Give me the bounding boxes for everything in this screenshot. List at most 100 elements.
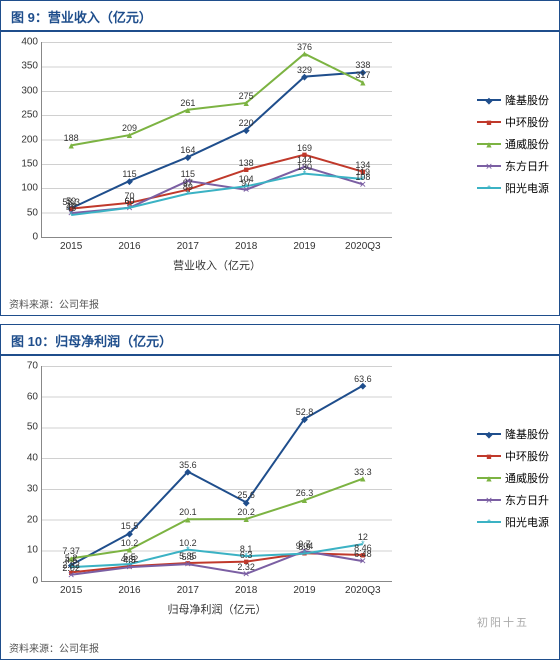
data-label: 317 — [355, 70, 370, 80]
data-label: 89 — [183, 182, 193, 192]
data-label: 2.32 — [237, 562, 255, 572]
legend-label: 中环股份 — [505, 448, 549, 464]
chart-2-plot: ◆◆◆◆◆◆■■■■■■▲▲▲▲▲▲✕✕✕✕✕✕****** 归母净利润（亿元）… — [41, 366, 392, 582]
legend-label: 东方日升 — [505, 158, 549, 174]
legend-item: *阳光电源 — [477, 514, 549, 530]
y-tick: 40 — [27, 453, 42, 464]
data-label: 188 — [64, 133, 79, 143]
legend-item: ✕东方日升 — [477, 492, 549, 508]
chart-1-legend: ◆隆基股份 ■中环股份 ▲通威股份 ✕东方日升 *阳光电源 — [477, 92, 549, 202]
chart-1-x-label: 营业收入（亿元） — [173, 257, 261, 273]
legend-item: ✕东方日升 — [477, 158, 549, 174]
data-label: 130 — [297, 162, 312, 172]
chart-2-body: ◆◆◆◆◆◆■■■■■■▲▲▲▲▲▲✕✕✕✕✕✕****** 归母净利润（亿元）… — [1, 356, 559, 636]
y-tick: 350 — [21, 61, 42, 72]
data-label: 115 — [122, 169, 136, 179]
data-label: 261 — [180, 98, 195, 108]
x-tick: 2015 — [60, 581, 82, 596]
x-tick: 2017 — [177, 237, 199, 252]
y-tick: 400 — [21, 37, 42, 48]
y-tick: 20 — [27, 514, 42, 525]
x-tick: 2018 — [235, 581, 257, 596]
x-tick: 2020Q3 — [345, 237, 381, 252]
y-tick: 30 — [27, 483, 42, 494]
data-label: 20.1 — [179, 507, 197, 517]
data-label: 115 — [181, 169, 195, 179]
data-label: 119 — [356, 167, 370, 177]
legend-item: *阳光电源 — [477, 180, 549, 196]
y-tick: 50 — [27, 422, 42, 433]
data-label: 33.3 — [354, 467, 372, 477]
y-tick: 100 — [21, 183, 42, 194]
legend-item: ■中环股份 — [477, 114, 549, 130]
y-tick: 150 — [21, 158, 42, 169]
data-label: 52.8 — [296, 407, 314, 417]
x-tick: 2018 — [235, 237, 257, 252]
data-label: 104 — [239, 174, 254, 184]
chart-2-source: 资料来源：公司年报 — [1, 636, 559, 659]
legend-item: ■中环股份 — [477, 448, 549, 464]
x-tick: 2017 — [177, 581, 199, 596]
legend-label: 通威股份 — [505, 136, 549, 152]
data-label: 376 — [297, 42, 312, 52]
chart-2-lines: ◆◆◆◆◆◆■■■■■■▲▲▲▲▲▲✕✕✕✕✕✕****** — [42, 366, 392, 581]
data-label: 10.2 — [121, 538, 139, 548]
data-label: 209 — [122, 123, 137, 133]
x-tick: 2015 — [60, 237, 82, 252]
legend-label: 隆基股份 — [505, 92, 549, 108]
data-label: 20.2 — [237, 507, 255, 517]
data-label: 10.2 — [179, 538, 197, 548]
data-label: 6.48 — [354, 549, 372, 559]
y-tick: 60 — [27, 391, 42, 402]
data-label: 338 — [355, 60, 370, 70]
data-label: 63.6 — [354, 374, 372, 384]
data-label: 138 — [239, 158, 254, 168]
chart-1: 图 9：营业收入（亿元） ◆◆◆◆◆◆■■■■■■▲▲▲▲▲▲✕✕✕✕✕✕***… — [0, 0, 560, 316]
chart-1-body: ◆◆◆◆◆◆■■■■■■▲▲▲▲▲▲✕✕✕✕✕✕****** 营业收入（亿元） … — [1, 32, 559, 292]
y-tick: 10 — [27, 545, 42, 556]
data-label: 164 — [180, 145, 195, 155]
y-tick: 0 — [32, 232, 42, 243]
y-tick: 250 — [21, 110, 42, 121]
data-label: 26.3 — [296, 488, 314, 498]
data-label: 25.6 — [237, 490, 255, 500]
data-label: 220 — [239, 118, 254, 128]
chart-2: 图 10：归母净利润（亿元） ◆◆◆◆◆◆■■■■■■▲▲▲▲▲▲✕✕✕✕✕✕*… — [0, 324, 560, 660]
y-tick: 300 — [21, 85, 42, 96]
data-label: 35.6 — [179, 460, 197, 470]
x-tick: 2019 — [293, 237, 315, 252]
data-label: 8.1 — [240, 544, 253, 554]
legend-item: ◆隆基股份 — [477, 426, 549, 442]
data-label: 15.5 — [121, 521, 139, 531]
data-label: 5.5 — [123, 552, 136, 562]
data-label: 4.5 — [65, 555, 78, 565]
chart-1-title: 图 9：营业收入（亿元） — [1, 1, 559, 32]
x-tick: 2016 — [118, 581, 140, 596]
x-tick: 2019 — [293, 581, 315, 596]
legend-item: ◆隆基股份 — [477, 92, 549, 108]
legend-label: 东方日升 — [505, 492, 549, 508]
y-tick: 200 — [21, 134, 42, 145]
y-tick: 50 — [27, 207, 42, 218]
chart-2-legend: ◆隆基股份 ■中环股份 ▲通威股份 ✕东方日升 *阳光电源 — [477, 426, 549, 536]
legend-item: ▲通威股份 — [477, 470, 549, 486]
chart-1-source: 资料来源：公司年报 — [1, 292, 559, 315]
data-label: 12 — [358, 532, 368, 542]
chart-2-x-label: 归母净利润（亿元） — [168, 601, 267, 617]
chart-1-plot: ◆◆◆◆◆◆■■■■■■▲▲▲▲▲▲✕✕✕✕✕✕****** 营业收入（亿元） … — [41, 42, 392, 238]
data-label: 5.5 — [182, 552, 195, 562]
data-label: 45 — [66, 203, 76, 213]
watermark: 初阳十五 — [477, 614, 529, 630]
legend-label: 通威股份 — [505, 470, 549, 486]
data-label: 275 — [239, 91, 254, 101]
data-label: 8.9 — [298, 542, 311, 552]
legend-label: 阳光电源 — [505, 180, 549, 196]
legend-item: ▲通威股份 — [477, 136, 549, 152]
legend-label: 阳光电源 — [505, 514, 549, 530]
legend-label: 中环股份 — [505, 114, 549, 130]
chart-2-title: 图 10：归母净利润（亿元） — [1, 325, 559, 356]
x-tick: 2016 — [118, 237, 140, 252]
legend-label: 隆基股份 — [505, 426, 549, 442]
data-label: 60 — [124, 196, 134, 206]
data-label: 169 — [297, 143, 312, 153]
